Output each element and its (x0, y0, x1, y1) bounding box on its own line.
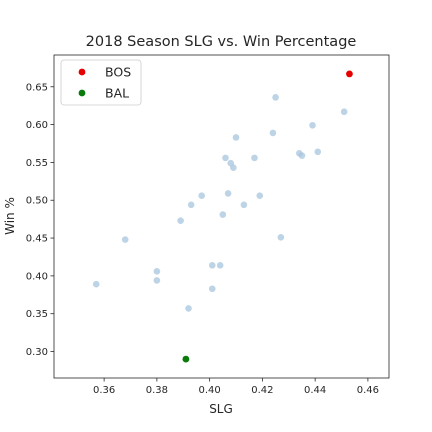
data-point (219, 211, 227, 218)
data-point (240, 201, 248, 209)
y-axis: 0.30 0.35 0.40 0.45 0.50 0.55 0.60 0.65 (26, 82, 54, 358)
x-tick-label: 0.38 (146, 385, 168, 396)
y-tick-label: 0.60 (26, 120, 48, 131)
y-tick-label: 0.65 (26, 82, 48, 93)
y-tick-label: 0.50 (26, 196, 48, 207)
legend-marker-bos (78, 68, 86, 76)
data-point (224, 190, 232, 197)
data-point (216, 261, 224, 269)
x-tick-label: 0.40 (198, 385, 220, 396)
data-point (177, 217, 184, 224)
legend-label-bal: BAL (105, 86, 129, 101)
x-tick-label: 0.44 (304, 385, 326, 396)
data-point (314, 148, 322, 156)
y-tick-label: 0.30 (26, 347, 48, 358)
data-point (277, 234, 285, 241)
point-bos (346, 70, 353, 78)
data-point (153, 268, 161, 275)
chart-title: 2018 Season SLG vs. Win Percentage (86, 34, 357, 50)
data-point (272, 94, 279, 101)
data-point (185, 305, 192, 312)
x-tick-label: 0.42 (251, 385, 273, 396)
highlight-points-layer (182, 70, 353, 363)
legend-marker-bal (78, 89, 86, 97)
x-tick-label: 0.46 (357, 385, 379, 396)
data-point (153, 277, 161, 284)
y-axis-label: Win % (3, 197, 17, 235)
data-point (92, 280, 100, 288)
data-point (298, 152, 306, 159)
data-point (208, 261, 216, 269)
data-point (309, 122, 316, 129)
y-tick-label: 0.35 (26, 309, 48, 320)
x-axis-label: SLG (209, 402, 233, 416)
data-point (187, 201, 195, 209)
y-tick-label: 0.55 (26, 158, 48, 169)
x-tick-label: 0.36 (93, 385, 115, 396)
data-point (251, 154, 258, 162)
data-point (340, 108, 348, 116)
data-point (198, 192, 206, 199)
background-points-layer (92, 94, 348, 312)
data-point (269, 129, 277, 137)
data-point (232, 134, 240, 141)
data-point (230, 164, 237, 172)
point-bal (182, 355, 190, 363)
data-point (222, 154, 229, 162)
data-point (208, 285, 216, 293)
y-tick-label: 0.40 (26, 271, 48, 282)
plot-area-frame (53, 54, 390, 379)
data-point (256, 192, 264, 199)
y-tick-label: 0.45 (26, 234, 48, 245)
data-point (121, 236, 129, 243)
legend-label-bos: BOS (105, 65, 131, 80)
legend: BOS BAL (60, 59, 142, 106)
x-axis: 0.36 0.38 0.40 0.42 0.44 0.46 (93, 378, 379, 396)
